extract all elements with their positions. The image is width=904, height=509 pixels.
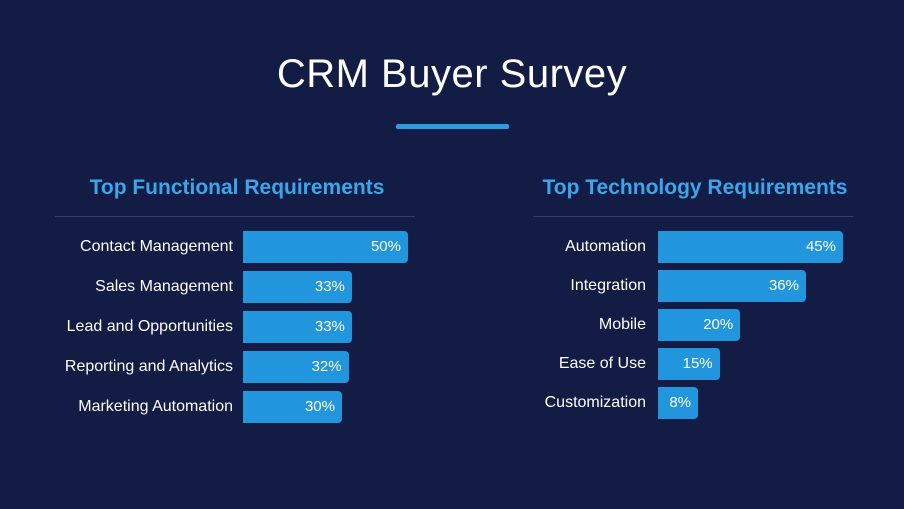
chart-row: Lead and Opportunities 33%: [55, 310, 415, 344]
data-label: 8%: [669, 394, 691, 411]
data-label: 32%: [311, 358, 342, 375]
category-label: Sales Management: [95, 278, 233, 295]
chart-row: Customization 8%: [533, 386, 853, 420]
bar: 20%: [658, 309, 741, 341]
category-label: Integration: [570, 277, 646, 294]
page-title: CRM Buyer Survey: [276, 52, 628, 96]
chart-row: Integration 36%: [533, 269, 853, 303]
data-label: 33%: [314, 278, 345, 295]
chart-row: Reporting and Analytics 32%: [55, 350, 415, 384]
category-label: Mobile: [598, 316, 646, 333]
data-label: 20%: [703, 316, 734, 333]
bar: 15%: [658, 348, 720, 380]
bar: 45%: [658, 231, 843, 263]
chart-row: Sales Management 33%: [55, 270, 415, 304]
data-label: 36%: [768, 277, 799, 294]
chart-row: Ease of Use 15%: [533, 347, 853, 381]
data-label: 15%: [682, 355, 713, 372]
category-label: Lead and Opportunities: [66, 318, 233, 335]
data-label: 45%: [805, 238, 836, 255]
chart-row: Contact Management 50%: [55, 230, 415, 264]
chart-row: Mobile 20%: [533, 308, 853, 342]
category-label: Automation: [565, 238, 646, 255]
chart-title: Top Functional Requirements: [89, 176, 385, 199]
bar: 33%: [243, 271, 352, 303]
category-label: Reporting and Analytics: [64, 358, 233, 375]
bar: 30%: [243, 391, 342, 423]
category-label: Contact Management: [80, 238, 233, 255]
data-label: 50%: [370, 238, 401, 255]
category-label: Customization: [544, 394, 646, 411]
bar: 8%: [658, 387, 698, 419]
title-underline: [396, 124, 509, 129]
data-label: 33%: [314, 318, 345, 335]
chart-divider: [55, 216, 415, 217]
bar: 32%: [243, 351, 349, 383]
category-label: Ease of Use: [558, 355, 646, 372]
bar: 36%: [658, 270, 806, 302]
chart-divider: [533, 216, 853, 217]
data-label: 30%: [304, 398, 335, 415]
chart-row: Marketing Automation 30%: [55, 390, 415, 424]
chart-row: Automation 45%: [533, 230, 853, 264]
chart-title: Top Technology Requirements: [542, 176, 848, 199]
category-label: Marketing Automation: [78, 398, 233, 415]
bar: 33%: [243, 311, 352, 343]
bar: 50%: [243, 231, 408, 263]
